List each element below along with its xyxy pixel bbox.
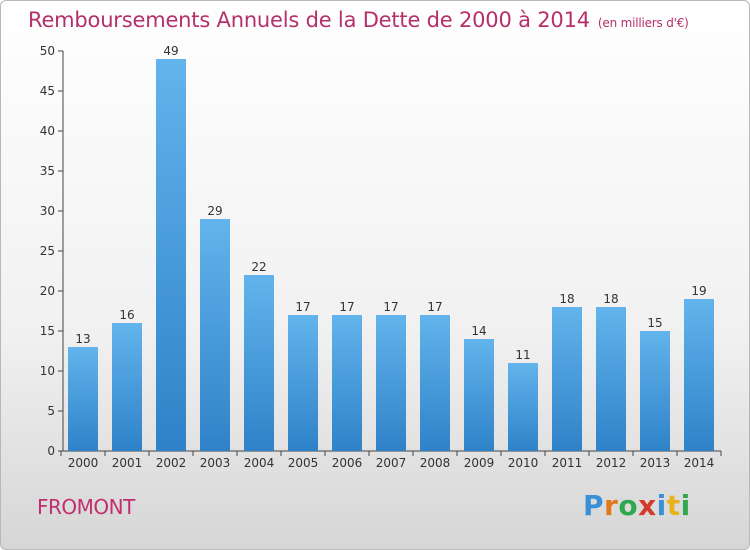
value-label-2006: 17	[339, 300, 354, 314]
bar-top-edge	[244, 275, 274, 277]
x-tick-label: 2008	[420, 456, 451, 470]
title-text: Remboursements Annuels de la Dette de 20…	[28, 8, 590, 32]
bar-top-edge	[112, 323, 142, 325]
bar-2008	[420, 315, 450, 451]
axes: 0 5 10 15 20 25 30 35 40 45 50 2000 2001 2002 2003 2004…	[40, 44, 722, 470]
bar-top-edge	[288, 315, 318, 317]
x-tick-label: 2011	[552, 456, 583, 470]
x-tick-label: 2009	[464, 456, 495, 470]
value-label-2004: 22	[251, 260, 266, 274]
bar-2001	[112, 323, 142, 451]
bar-2005	[288, 315, 318, 451]
value-label-2013: 15	[647, 316, 662, 330]
x-tick-label: 2006	[332, 456, 363, 470]
value-label-2009: 14	[471, 324, 486, 338]
bar-2003	[200, 219, 230, 451]
value-label-2012: 18	[603, 292, 618, 306]
x-tick-label: 2005	[288, 456, 319, 470]
bar-2002	[156, 59, 186, 451]
value-label-2014: 19	[691, 284, 706, 298]
bar-top-edge	[552, 307, 582, 309]
bar-2004	[244, 275, 274, 451]
bar-2006	[332, 315, 362, 451]
bar-top-edge	[508, 363, 538, 365]
bar-top-edge	[640, 331, 670, 333]
commune-name: FROMONT	[37, 495, 135, 519]
bar-2010	[508, 363, 538, 451]
bar-top-edge	[68, 347, 98, 349]
value-label-2003: 29	[207, 204, 222, 218]
x-tick-label: 2001	[112, 456, 143, 470]
bar-top-edge	[684, 299, 714, 301]
logo-letter: i	[680, 489, 691, 522]
bar-top-edge	[332, 315, 362, 317]
x-tick-label: 2002	[156, 456, 187, 470]
bars	[68, 59, 714, 451]
value-label-2007: 17	[383, 300, 398, 314]
y-tick-label: 10	[40, 364, 55, 378]
x-tick-label: 2013	[640, 456, 671, 470]
value-labels: 13 16 49 29 22 17 17 17 17 14 11 18 18 15 19	[75, 44, 706, 362]
value-label-2010: 11	[515, 348, 530, 362]
bar-2014	[684, 299, 714, 451]
bar-2000	[68, 347, 98, 451]
chart-title: Remboursements Annuels de la Dette de 20…	[28, 8, 689, 32]
bar-2011	[552, 307, 582, 451]
x-tick-label: 2010	[508, 456, 539, 470]
y-tick-label: 0	[47, 444, 55, 458]
bar-2013	[640, 331, 670, 451]
value-label-2000: 13	[75, 332, 90, 346]
bar-top-edge	[200, 219, 230, 221]
x-tick-label: 2003	[200, 456, 231, 470]
value-label-2001: 16	[119, 308, 134, 322]
value-label-2002: 49	[163, 44, 178, 58]
y-tick-label: 50	[40, 44, 55, 58]
value-label-2008: 17	[427, 300, 442, 314]
x-tick-label: 2014	[684, 456, 715, 470]
bar-top-edge	[464, 339, 494, 341]
logo-letter: P	[583, 489, 605, 522]
bar-top-edge	[420, 315, 450, 317]
bar-2009	[464, 339, 494, 451]
y-tick-label: 15	[40, 324, 55, 338]
value-label-2011: 18	[559, 292, 574, 306]
y-tick-label: 45	[40, 84, 55, 98]
y-tick-label: 25	[40, 244, 55, 258]
logo-letter: x	[638, 489, 657, 522]
x-tick-label: 2012	[596, 456, 627, 470]
logo-letter: i	[656, 489, 667, 522]
bar-2007	[376, 315, 406, 451]
y-tick-label: 35	[40, 164, 55, 178]
y-tick-label: 5	[47, 404, 55, 418]
bar-top-edge	[376, 315, 406, 317]
bar-2012	[596, 307, 626, 451]
chart-subtitle: (en milliers d'€)	[597, 16, 689, 30]
y-tick-label: 20	[40, 284, 55, 298]
logo-letter: t	[666, 489, 681, 522]
logo-letter: o	[618, 489, 639, 522]
proxiti-logo: Proxiti	[583, 489, 691, 522]
bar-top-edge	[596, 307, 626, 309]
value-label-2005: 17	[295, 300, 310, 314]
y-tick-label: 40	[40, 124, 55, 138]
y-tick-label: 30	[40, 204, 55, 218]
x-tick-label: 2004	[244, 456, 275, 470]
logo-letter: r	[604, 489, 619, 522]
x-tick-label: 2007	[376, 456, 407, 470]
x-tick-label: 2000	[68, 456, 99, 470]
bar-top-edge	[156, 59, 186, 61]
